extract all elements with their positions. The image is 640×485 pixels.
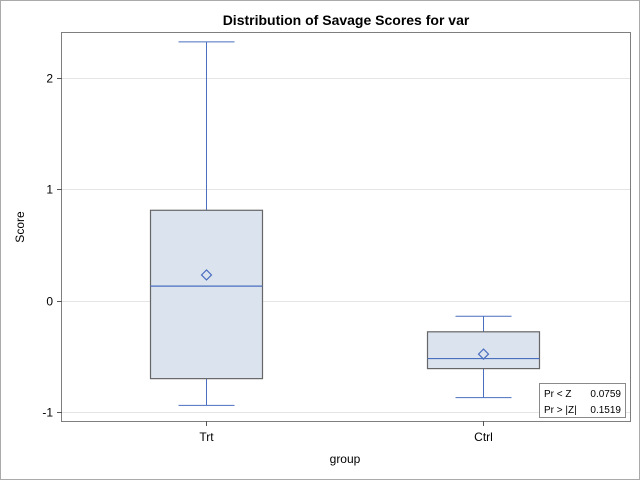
- y-tick-label: 2: [46, 72, 53, 86]
- x-tick-label: Ctrl: [474, 430, 493, 444]
- inset-box: [539, 383, 626, 418]
- inset-row-value: 0.0759: [590, 389, 621, 400]
- y-axis-label: Score: [13, 211, 27, 243]
- x-axis-label: group: [330, 452, 361, 466]
- inset-row-label: Pr > |Z|: [544, 405, 577, 416]
- box-trt: [149, 41, 264, 406]
- y-tick-label: 1: [46, 183, 53, 197]
- stats-inset-table: Pr < Z 0.0759 Pr > |Z| 0.1519: [539, 383, 626, 418]
- inset-row-label: Pr < Z: [544, 389, 572, 400]
- box-series: [149, 41, 541, 406]
- inset-row-value: 0.1519: [590, 405, 621, 416]
- x-axis-ticks: Trt Ctrl: [199, 421, 493, 444]
- box-ctrl: [426, 315, 541, 399]
- y-axis-ticks: -1 0 1 2: [42, 72, 62, 420]
- x-tick-label: Trt: [199, 430, 214, 444]
- interquartile-box: [426, 331, 541, 370]
- mean-marker: [200, 269, 213, 281]
- y-tick-label: 0: [46, 295, 53, 309]
- chart-title: Distribution of Savage Scores for var: [223, 12, 470, 28]
- interquartile-box: [149, 209, 264, 380]
- plot-frame: [61, 32, 631, 422]
- y-tick-label: -1: [42, 406, 53, 420]
- mean-marker: [477, 348, 490, 360]
